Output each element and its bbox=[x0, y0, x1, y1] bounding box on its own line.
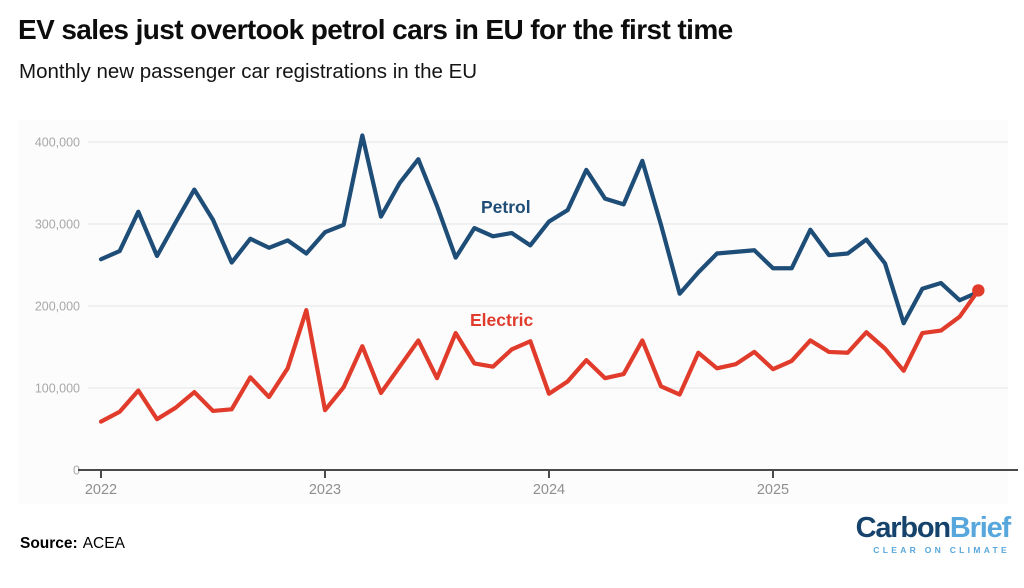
x-axis-label: 2025 bbox=[757, 482, 789, 498]
x-axis-label: 2023 bbox=[309, 482, 341, 498]
latest-point-marker bbox=[972, 284, 985, 297]
page-title: EV sales just overtook petrol cars in EU… bbox=[18, 14, 733, 45]
plot-background bbox=[18, 120, 1008, 504]
line-chart: 0 100,000 200,000 300,000 400,000 2022 2023 202… bbox=[18, 120, 1018, 504]
logo-carbon: Carbon bbox=[855, 512, 952, 544]
logo-wordmark: CarbonBrief bbox=[855, 512, 1012, 544]
y-axis-label: 400,000 bbox=[35, 136, 80, 150]
logo-tagline: CLEAR ON CLIMATE bbox=[873, 545, 1010, 555]
series-label-petrol: Petrol bbox=[481, 197, 531, 217]
source-value: ACEA bbox=[82, 535, 125, 552]
y-axis-label: 0 bbox=[73, 464, 80, 478]
y-axis-label: 100,000 bbox=[35, 382, 80, 396]
carbonbrief-logo: CarbonBrief CLEAR ON CLIMATE bbox=[855, 512, 1012, 555]
page-subtitle: Monthly new passenger car registrations … bbox=[19, 60, 478, 83]
x-axis-label: 2024 bbox=[533, 482, 565, 498]
x-axis-label: 2022 bbox=[85, 482, 117, 498]
series-line-petrol bbox=[98, 133, 981, 326]
source-label: Source: bbox=[20, 535, 78, 552]
series-label-electric: Electric bbox=[470, 310, 533, 330]
logo-brief: Brief bbox=[949, 512, 1011, 544]
series-line-electric bbox=[98, 288, 981, 424]
source-note: Source: ACEA bbox=[20, 535, 125, 553]
y-axis-label: 300,000 bbox=[35, 218, 80, 232]
y-axis-label: 200,000 bbox=[35, 300, 80, 314]
